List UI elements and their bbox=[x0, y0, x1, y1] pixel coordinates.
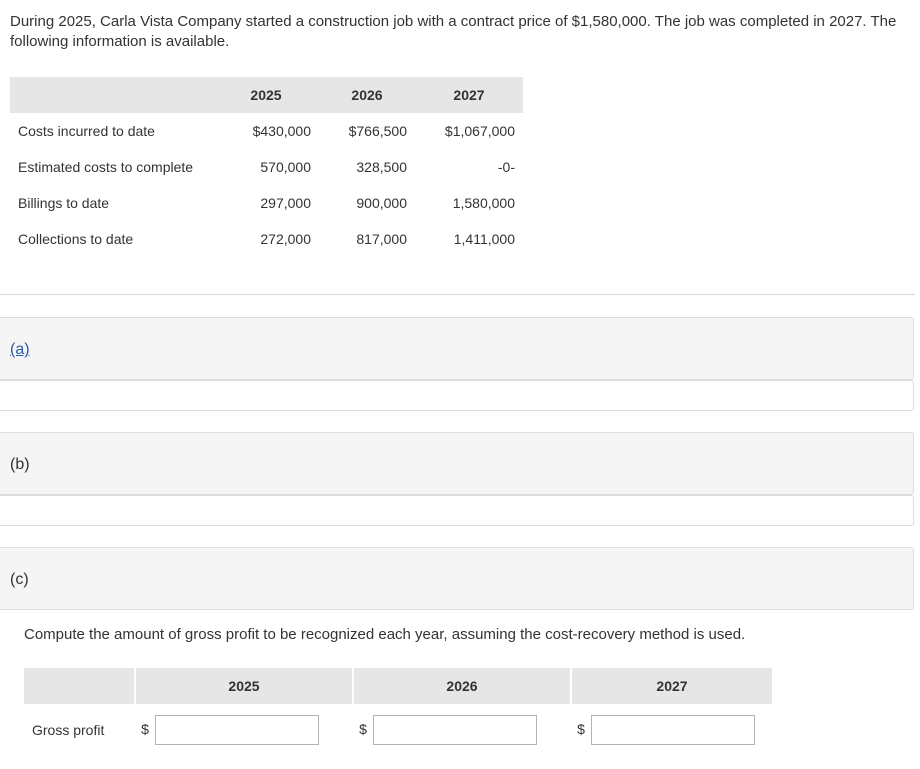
cell-value: -0- bbox=[497, 159, 515, 175]
info-header-2027: 2027 bbox=[415, 77, 523, 113]
currency-symbol: $ bbox=[359, 720, 367, 737]
part-a-header[interactable]: (a) bbox=[0, 317, 914, 380]
gross-profit-2026-input[interactable] bbox=[373, 715, 537, 745]
gross-profit-row: Gross profit $ $ $ bbox=[24, 704, 772, 756]
info-table: 2025 2026 2027 Costs incurred to date $4… bbox=[10, 77, 523, 257]
answer-cell-2027: $ bbox=[571, 704, 772, 756]
table-row: Billings to date 297,000 900,000 1,580,0… bbox=[10, 185, 523, 221]
part-c-header[interactable]: (c) bbox=[0, 547, 914, 610]
gross-profit-label: Gross profit bbox=[32, 722, 105, 738]
table-row: Costs incurred to date $430,000 $766,500… bbox=[10, 113, 523, 149]
cell-value: 297,000 bbox=[260, 195, 311, 211]
answer-cell-2025: $ bbox=[135, 704, 353, 756]
cell-value: 1,411,000 bbox=[453, 231, 515, 247]
answer-header-row: 2025 2026 2027 bbox=[24, 668, 772, 704]
answer-header-blank bbox=[24, 668, 135, 704]
table-row: Collections to date 272,000 817,000 1,41… bbox=[10, 221, 523, 257]
row-label: Estimated costs to complete bbox=[18, 159, 194, 175]
divider bbox=[0, 294, 915, 295]
answer-table: 2025 2026 2027 Gross profit $ $ $ bbox=[24, 668, 772, 756]
cell-value: $1,067,000 bbox=[444, 123, 515, 139]
info-header-row: 2025 2026 2027 bbox=[10, 77, 523, 113]
currency-symbol: $ bbox=[577, 720, 585, 737]
answer-header-2027: 2027 bbox=[570, 668, 772, 704]
cell-value: $430,000 bbox=[252, 123, 311, 139]
gross-profit-2027-input[interactable] bbox=[591, 715, 755, 745]
answer-header-2025: 2025 bbox=[134, 668, 353, 704]
info-header-blank bbox=[10, 77, 213, 113]
part-a-body bbox=[0, 380, 914, 411]
part-b-header[interactable]: (b) bbox=[0, 432, 914, 495]
part-a-link[interactable]: (a) bbox=[10, 341, 30, 358]
part-c-label: (c) bbox=[10, 571, 29, 588]
cell-value: 272,000 bbox=[260, 231, 311, 247]
currency-symbol: $ bbox=[141, 720, 149, 737]
cell-value: 1,580,000 bbox=[452, 195, 515, 211]
cell-value: 570,000 bbox=[260, 159, 311, 175]
table-row: Estimated costs to complete 570,000 328,… bbox=[10, 149, 523, 185]
cell-value: 900,000 bbox=[356, 195, 407, 211]
gross-profit-2025-input[interactable] bbox=[155, 715, 319, 745]
cell-value: 328,500 bbox=[356, 159, 407, 175]
info-header-2026: 2026 bbox=[319, 77, 415, 113]
cell-value: 817,000 bbox=[356, 231, 407, 247]
answer-header-2026: 2026 bbox=[352, 668, 571, 704]
row-label: Billings to date bbox=[18, 195, 110, 211]
part-b-label: (b) bbox=[10, 456, 30, 473]
info-header-2025: 2025 bbox=[213, 77, 319, 113]
part-b-body bbox=[0, 495, 914, 526]
row-label: Costs incurred to date bbox=[18, 123, 155, 139]
answer-cell-2026: $ bbox=[353, 704, 571, 756]
row-label: Collections to date bbox=[18, 231, 134, 247]
cell-value: $766,500 bbox=[348, 123, 407, 139]
question-text: Compute the amount of gross profit to be… bbox=[24, 626, 746, 643]
problem-statement: During 2025, Carla Vista Company started… bbox=[10, 13, 897, 50]
